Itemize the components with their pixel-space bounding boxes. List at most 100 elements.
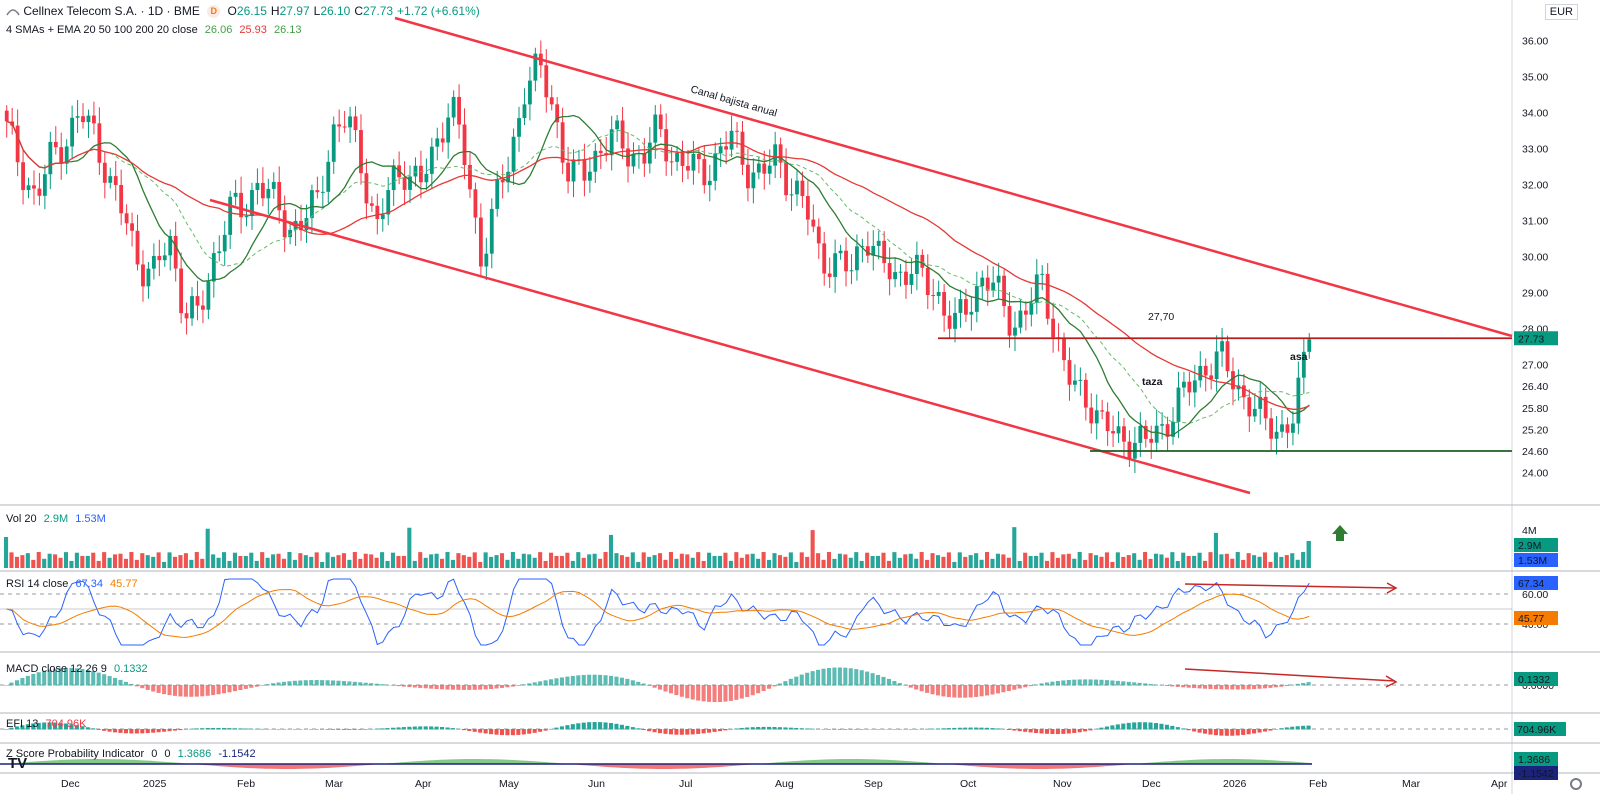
candle-body (353, 116, 358, 131)
candle-body (130, 223, 134, 231)
rsi-label[interactable]: RSI 14 close (6, 578, 69, 590)
macd-bar (908, 685, 913, 688)
volume-bar (549, 552, 554, 568)
efi-bar (701, 729, 706, 734)
candle-body (974, 286, 979, 312)
candle-body (582, 159, 587, 181)
volume-bar (1012, 527, 1017, 568)
zscore-header: Z Score Probability Indicator 0 0 1.3686… (6, 748, 260, 760)
volume-value: 2.9M (43, 513, 69, 525)
volume-bar (794, 561, 799, 568)
candle-body (70, 117, 75, 147)
efi-bar (576, 723, 581, 730)
macd-bar (696, 685, 701, 701)
efi-bar (118, 729, 123, 733)
macd-bar (53, 668, 58, 686)
macd-bar (1175, 685, 1180, 687)
efi-bar (919, 728, 924, 730)
volume-bar (494, 555, 499, 568)
volume-ma-tag (1514, 553, 1558, 567)
volume-bar (347, 559, 352, 568)
macd-bar (756, 685, 761, 694)
efi-bar (1295, 726, 1300, 730)
volume-bar (25, 553, 30, 568)
candle-body (233, 192, 238, 197)
volume-bar (968, 555, 973, 568)
efi-bar (1115, 724, 1120, 730)
candle-body (184, 313, 189, 319)
time-tick-label: Mar (325, 778, 344, 790)
volume-bar (1044, 560, 1050, 568)
ma-label[interactable]: 4 SMAs + EMA 20 50 100 200 20 close (6, 24, 198, 36)
volume-label[interactable]: Vol 20 (6, 513, 37, 525)
currency-button[interactable]: EUR (1544, 4, 1578, 20)
macd-bar (728, 685, 733, 701)
efi-bar (418, 726, 423, 730)
time-tick-label: 2025 (143, 778, 167, 790)
gear-icon[interactable] (1570, 778, 1582, 790)
candle-body (816, 226, 821, 244)
volume-bar (647, 556, 652, 568)
candle-body (1263, 396, 1268, 419)
macd-bar (25, 675, 30, 686)
volume-bar (870, 555, 875, 568)
volume-bar (134, 559, 139, 568)
efi-bar (216, 727, 221, 730)
macd-bar (968, 685, 973, 698)
efi-label[interactable]: EFI 13 (6, 718, 39, 730)
efi-bar (848, 729, 853, 730)
efi-bar (292, 729, 297, 730)
candle-body (1176, 387, 1181, 422)
volume-bar (925, 559, 930, 568)
candle-body (113, 176, 118, 185)
macd-bar (36, 672, 41, 686)
efi-bar (1072, 729, 1077, 733)
macd-bar (440, 685, 445, 690)
symbol-title[interactable]: Cellnex Telecom S.A. · 1D · BME (23, 4, 200, 18)
volume-bar (309, 556, 314, 568)
volume-bar (717, 555, 723, 568)
candle-body (675, 153, 679, 162)
macd-bar (216, 685, 221, 695)
candle-body (1225, 341, 1230, 372)
tradingview-logo-icon[interactable]: TV (8, 755, 28, 772)
volume-bar (243, 555, 248, 568)
candle-body (141, 264, 145, 287)
macd-bar (788, 678, 793, 686)
efi-bar (1273, 729, 1278, 730)
interval-badge[interactable]: D (207, 5, 221, 19)
volume-bar-last (1306, 541, 1311, 568)
macd-bar (647, 685, 652, 686)
macd-bar (1257, 685, 1262, 689)
zscore-label[interactable]: Z Score Probability Indicator (6, 748, 145, 760)
macd-bar (1197, 685, 1202, 689)
volume-bar (483, 552, 488, 568)
efi-bar (1284, 727, 1289, 730)
efi-bar (434, 726, 439, 730)
volume-bar (1273, 552, 1278, 568)
efi-bar (608, 723, 614, 730)
volume-bar (892, 552, 897, 568)
efi-bar (1186, 729, 1191, 731)
macd-bar (232, 685, 237, 692)
efi-bar (641, 729, 646, 731)
volume-bar (74, 552, 79, 568)
efi-bar (25, 724, 30, 730)
candle-body (833, 253, 838, 277)
efi-bar (194, 728, 199, 730)
volume-bar (1153, 553, 1159, 568)
volume-bar (1006, 557, 1011, 568)
volume-bar (745, 554, 750, 568)
efi-bar (712, 729, 717, 732)
efi-bar (1039, 729, 1044, 734)
macd-label[interactable]: MACD close 12 26 9 (6, 663, 107, 675)
candle-body (1274, 431, 1279, 439)
volume-bar (216, 557, 221, 568)
macd-bar (407, 685, 412, 688)
time-tick-label: Nov (1053, 778, 1072, 790)
efi-bar (309, 729, 314, 730)
macd-bar (870, 673, 875, 686)
volume-bar (554, 555, 559, 568)
candle-body (64, 146, 69, 164)
